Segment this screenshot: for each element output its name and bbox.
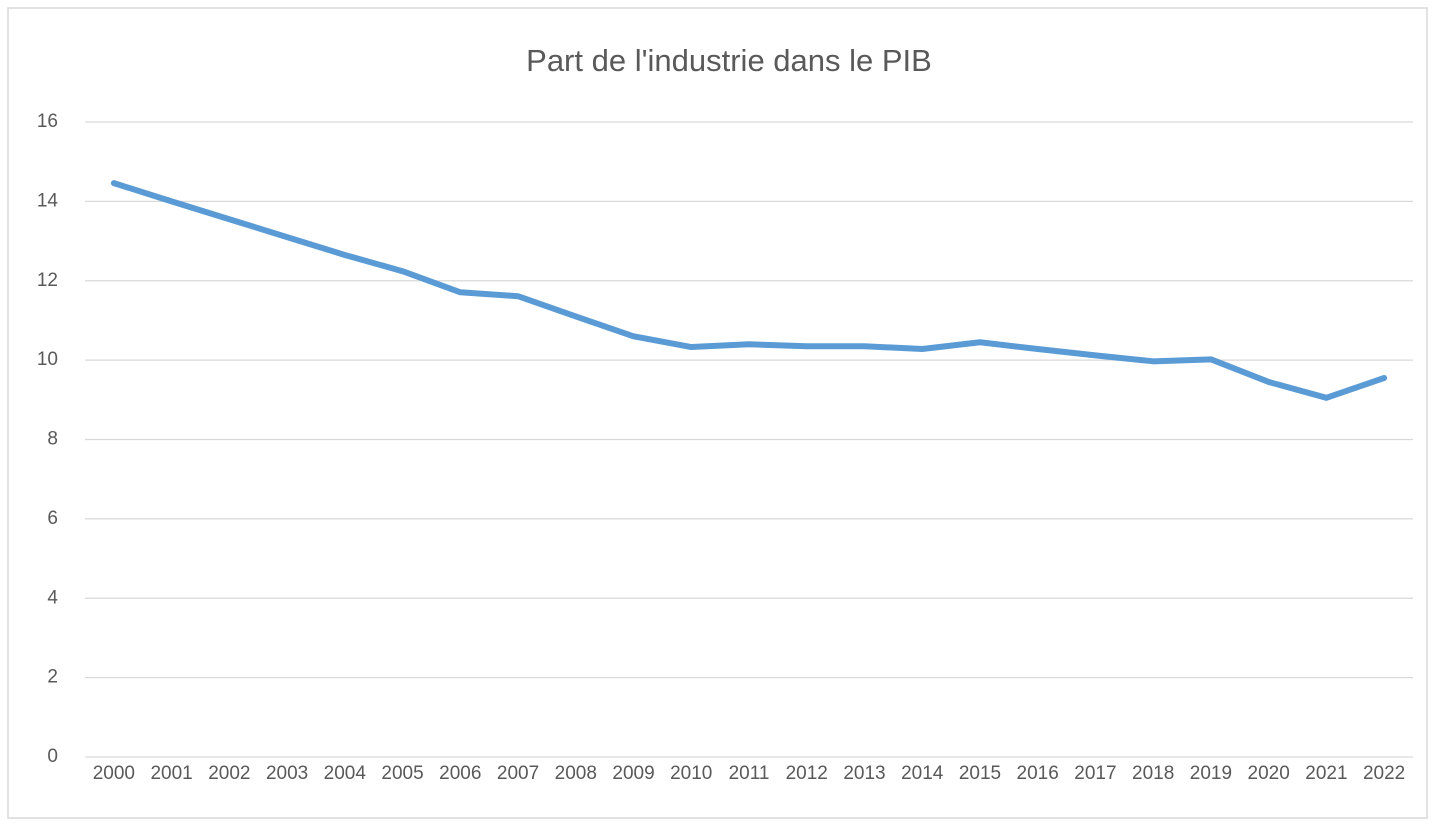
y-tick-label: 16	[37, 111, 58, 132]
chart-title: Part de l'industrie dans le PIB	[526, 43, 932, 78]
x-tick-label: 2002	[208, 763, 250, 784]
x-tick-label: 2014	[901, 763, 944, 784]
x-tick-label: 2016	[1017, 763, 1059, 784]
y-tick-label: 0	[47, 746, 58, 767]
y-tick-label: 8	[47, 429, 58, 450]
x-tick-label: 2020	[1248, 763, 1290, 784]
x-tick-label: 2018	[1132, 763, 1174, 784]
x-tick-label: 2022	[1363, 763, 1405, 784]
x-tick-label: 2005	[381, 763, 423, 784]
x-tick-label: 2019	[1190, 763, 1232, 784]
y-tick-label: 14	[37, 190, 59, 211]
y-tick-label: 6	[47, 508, 58, 529]
x-tick-label: 2013	[843, 763, 885, 784]
x-tick-label: 2015	[959, 763, 1001, 784]
y-tick-label: 10	[37, 349, 58, 370]
x-tick-label: 2021	[1305, 763, 1347, 784]
x-tick-label: 2017	[1074, 763, 1116, 784]
x-tick-label: 2000	[93, 763, 135, 784]
x-tick-label: 2007	[497, 763, 539, 784]
x-tick-label: 2006	[439, 763, 481, 784]
chart-border	[7, 7, 1428, 819]
x-tick-label: 2001	[150, 763, 192, 784]
y-tick-label: 2	[47, 667, 58, 688]
y-tick-label: 12	[37, 270, 58, 291]
x-tick-label: 2011	[729, 763, 770, 784]
x-tick-label: 2012	[786, 763, 828, 784]
x-tick-label: 2008	[555, 763, 597, 784]
x-tick-label: 2010	[670, 763, 712, 784]
data-line	[110, 180, 1388, 401]
x-tick-label: 2003	[266, 763, 308, 784]
x-tick-label: 2004	[324, 763, 367, 784]
y-tick-label: 4	[47, 587, 58, 608]
x-tick-label: 2009	[612, 763, 654, 784]
